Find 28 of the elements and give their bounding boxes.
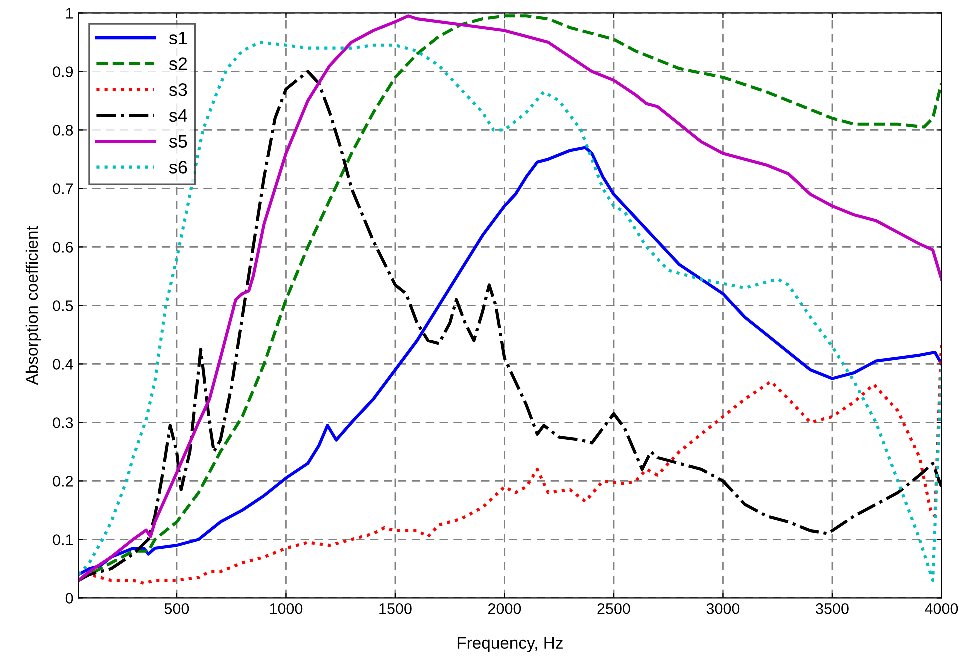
legend-label: s1 xyxy=(169,32,188,45)
legend-label: s2 xyxy=(169,58,188,70)
x-tick-label: 1000 xyxy=(270,603,303,614)
x-axis-title: Frequency, Hz xyxy=(458,637,563,652)
y-tick-label: 0.9 xyxy=(53,66,74,78)
y-tick-label: 0.3 xyxy=(53,418,74,428)
x-tick-label: 4000 xyxy=(925,603,958,614)
legend-label: s3 xyxy=(169,83,188,96)
legend-label: s6 xyxy=(169,161,188,174)
y-tick-label: 0.5 xyxy=(53,300,74,312)
x-tick-label: 1500 xyxy=(380,603,412,614)
x-tick-label: 500 xyxy=(164,603,190,614)
x-tick-label: 3000 xyxy=(706,603,740,614)
legend-label: s4 xyxy=(169,110,188,122)
legend-label: s5 xyxy=(169,135,188,148)
y-tick-label: 0 xyxy=(66,593,74,604)
x-tick-label: 3500 xyxy=(816,603,849,614)
y-tick-label: 0.8 xyxy=(53,125,74,136)
y-axis-title: Absorption coefficient xyxy=(26,226,42,386)
y-tick-label: 0.2 xyxy=(53,476,74,487)
y-tick-label: 0.6 xyxy=(53,242,74,253)
line-series xyxy=(78,146,942,576)
y-tick-label: 0.7 xyxy=(53,184,74,194)
x-tick-label: 2000 xyxy=(488,603,522,614)
y-tick-label: 1 xyxy=(66,8,74,19)
y-tick-label: 0.4 xyxy=(53,359,74,370)
y-tick-label: 0.1 xyxy=(53,534,74,546)
x-tick-label: 2500 xyxy=(598,603,630,614)
